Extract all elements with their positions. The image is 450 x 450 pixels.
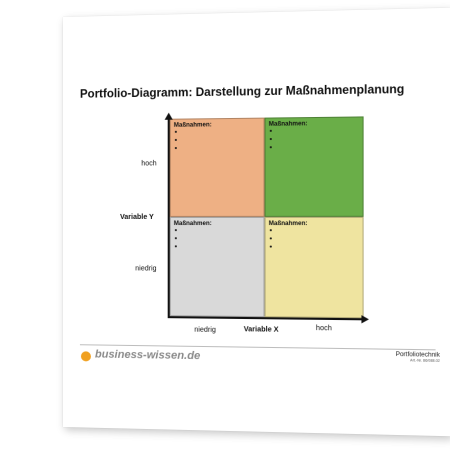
quadrant-bottom-right-bullets bbox=[269, 229, 272, 254]
logo-dot-icon bbox=[80, 351, 91, 362]
quadrant-bottom-right-label: Maßnahmen: bbox=[268, 220, 308, 228]
bullet-point bbox=[174, 147, 177, 150]
x-axis-title: Variable X bbox=[243, 326, 279, 334]
bullet-point bbox=[174, 245, 177, 248]
footer-article-number: Art.-Nr. 86/088.02 bbox=[410, 358, 440, 363]
quadrant-bottom-left: Maßnahmen: bbox=[169, 216, 265, 318]
quadrant-top-left-bullets bbox=[174, 130, 177, 155]
bullet-point bbox=[269, 237, 272, 240]
bullet-point bbox=[269, 245, 272, 248]
bullet-point bbox=[174, 130, 177, 133]
bullet-point bbox=[174, 138, 177, 141]
portfolio-diagram: Maßnahmen: Maßnahmen: Maßnahmen: bbox=[63, 8, 450, 437]
quadrant-top-right-bullets bbox=[269, 129, 272, 155]
quadrant-top-right-label: Maßnahmen: bbox=[268, 121, 308, 128]
document-page: Portfolio-Diagramm: Darstellung zur Maßn… bbox=[63, 7, 450, 437]
bullet-point bbox=[174, 229, 177, 232]
y-axis-line bbox=[167, 118, 170, 319]
y-axis-low-label: niedrig bbox=[135, 265, 157, 273]
bullet-point bbox=[269, 146, 272, 149]
quadrant-top-left: Maßnahmen: bbox=[169, 117, 265, 217]
y-axis-arrow-icon bbox=[164, 112, 173, 120]
bullet-point bbox=[174, 237, 177, 240]
x-axis-high-label: hoch bbox=[315, 324, 332, 333]
quadrant-top-right: Maßnahmen: bbox=[264, 116, 364, 217]
bullet-point bbox=[269, 229, 272, 232]
quadrant-bottom-left-bullets bbox=[174, 229, 177, 253]
bullet-point bbox=[269, 138, 272, 141]
brand-logo: business-wissen.de bbox=[94, 348, 201, 363]
x-axis-low-label: niedrig bbox=[194, 326, 216, 334]
bullet-point bbox=[269, 129, 272, 132]
y-axis-high-label: hoch bbox=[141, 160, 157, 168]
quadrant-bottom-right: Maßnahmen: bbox=[264, 216, 364, 319]
footer-info: Portfoliotechnik Art.-Nr. 86/088.02 bbox=[396, 352, 440, 363]
quadrant-top-left-label: Maßnahmen: bbox=[173, 122, 212, 129]
y-axis-title: Variable Y bbox=[120, 213, 154, 221]
x-axis-arrow-icon bbox=[361, 315, 369, 324]
quadrant-bottom-left-label: Maßnahmen: bbox=[173, 220, 212, 228]
